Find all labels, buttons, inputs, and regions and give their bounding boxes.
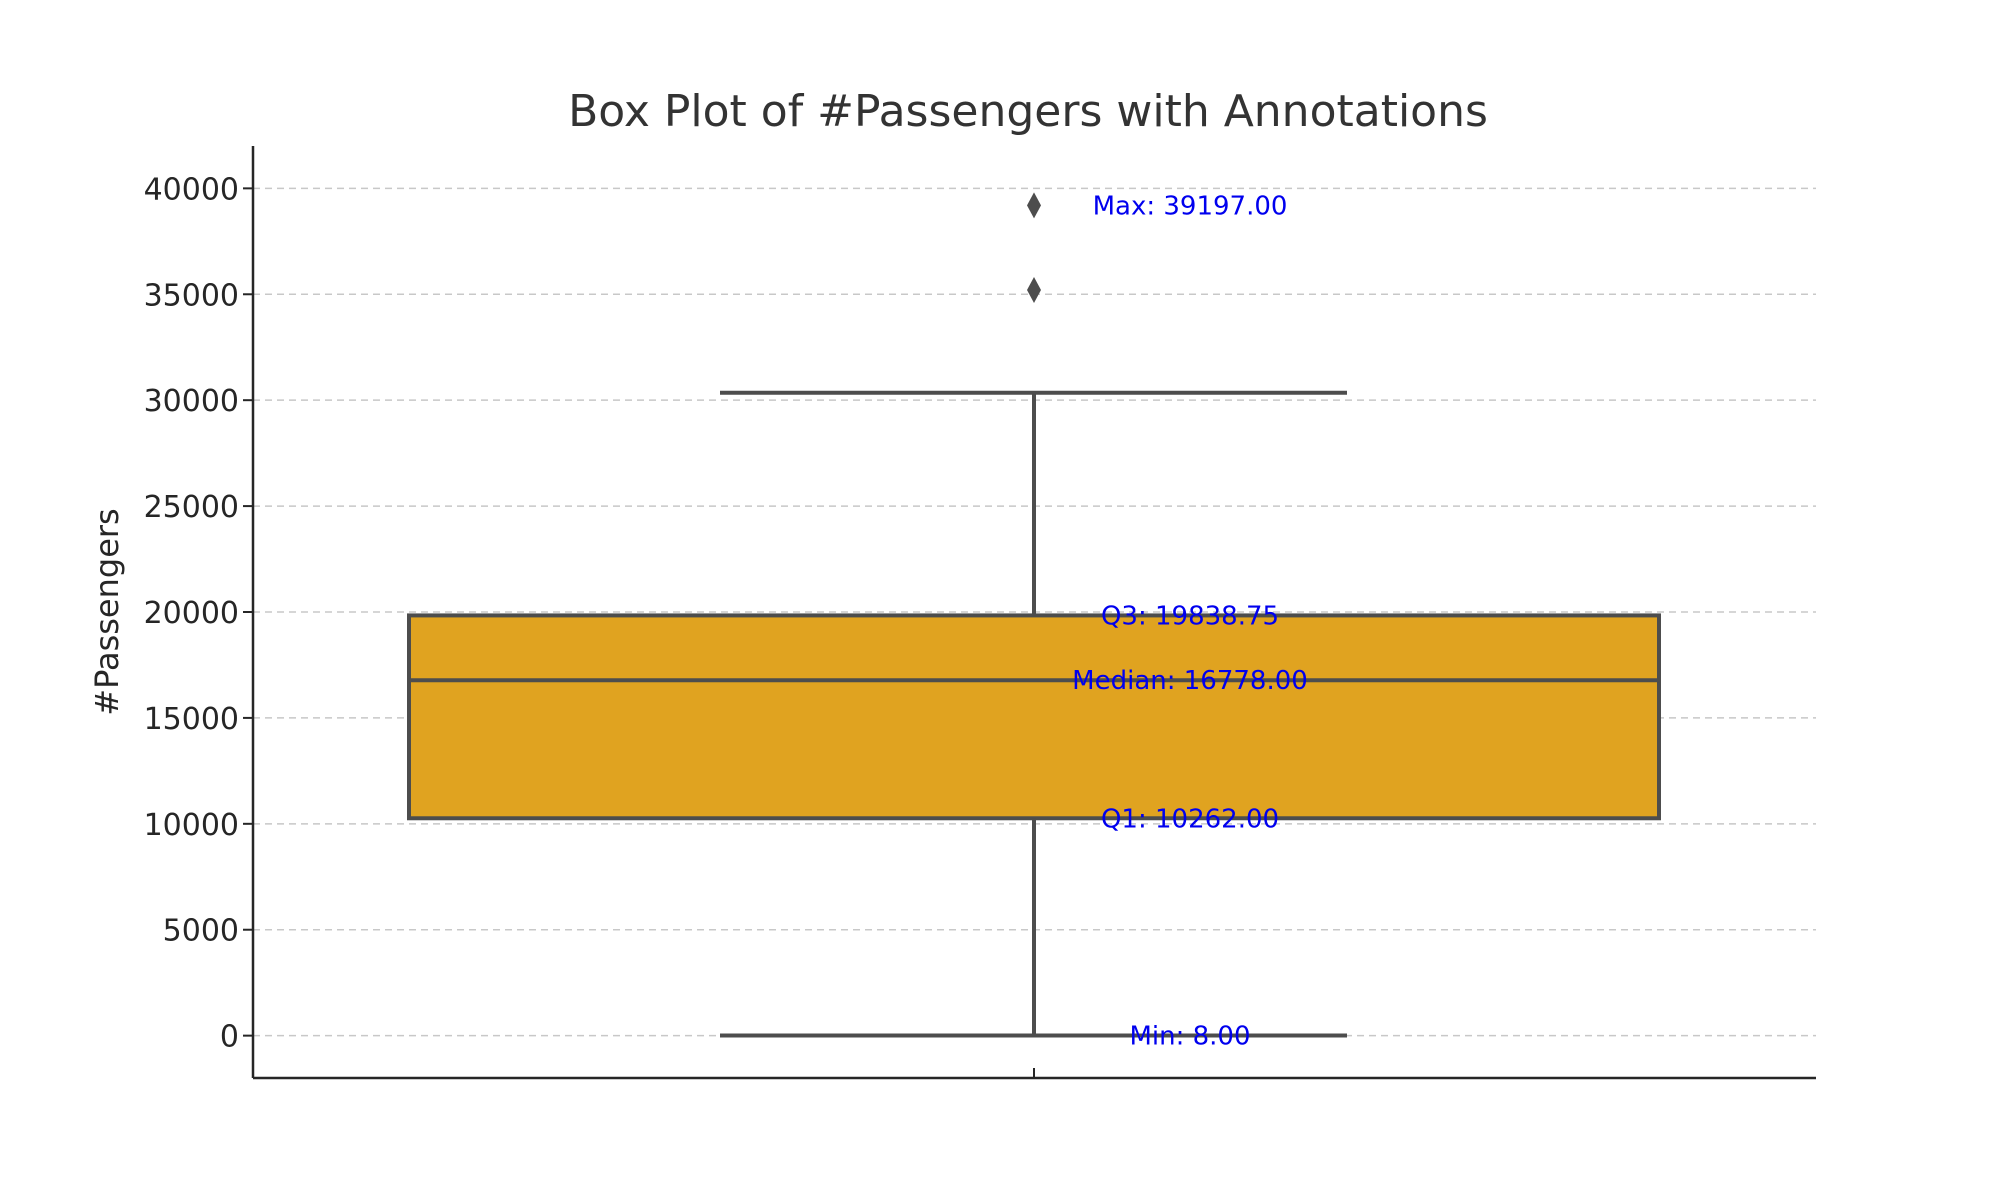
y-tick-label: 0 [220, 1020, 239, 1055]
y-tick-label: 20000 [144, 596, 239, 631]
box-plot [407, 192, 1661, 1038]
y-tick-label: 40000 [144, 172, 239, 207]
stat-annotation: Q1: 10262.00 [1101, 804, 1279, 834]
y-tick-label: 25000 [144, 490, 239, 525]
y-tick-label: 30000 [144, 384, 239, 419]
stat-annotation: Q3: 19838.75 [1101, 601, 1279, 631]
chart-title: Box Plot of #Passengers with Annotations [568, 86, 1488, 137]
stat-annotation: Max: 39197.00 [1093, 191, 1288, 221]
outlier-point [1027, 277, 1041, 304]
y-axis-ticks: 0 5000 10000 15000 20000 25000 30000 35000 40000 [144, 172, 253, 1055]
axes [251, 146, 1816, 1080]
y-tick-label: 15000 [144, 702, 239, 737]
y-tick-label: 10000 [144, 808, 239, 843]
iqr-box [407, 613, 1661, 821]
y-axis-label: #Passengers [88, 508, 126, 715]
stat-annotation: Min: 8.00 [1129, 1021, 1250, 1051]
y-tick-label: 35000 [144, 278, 239, 313]
stat-annotation: Median: 16778.00 [1072, 666, 1308, 696]
annotations: Max: 39197.00 Q3: 19838.75 Median: 16778.0… [1072, 191, 1308, 1051]
y-tick-label: 5000 [163, 914, 239, 949]
outlier-point [1027, 192, 1041, 219]
